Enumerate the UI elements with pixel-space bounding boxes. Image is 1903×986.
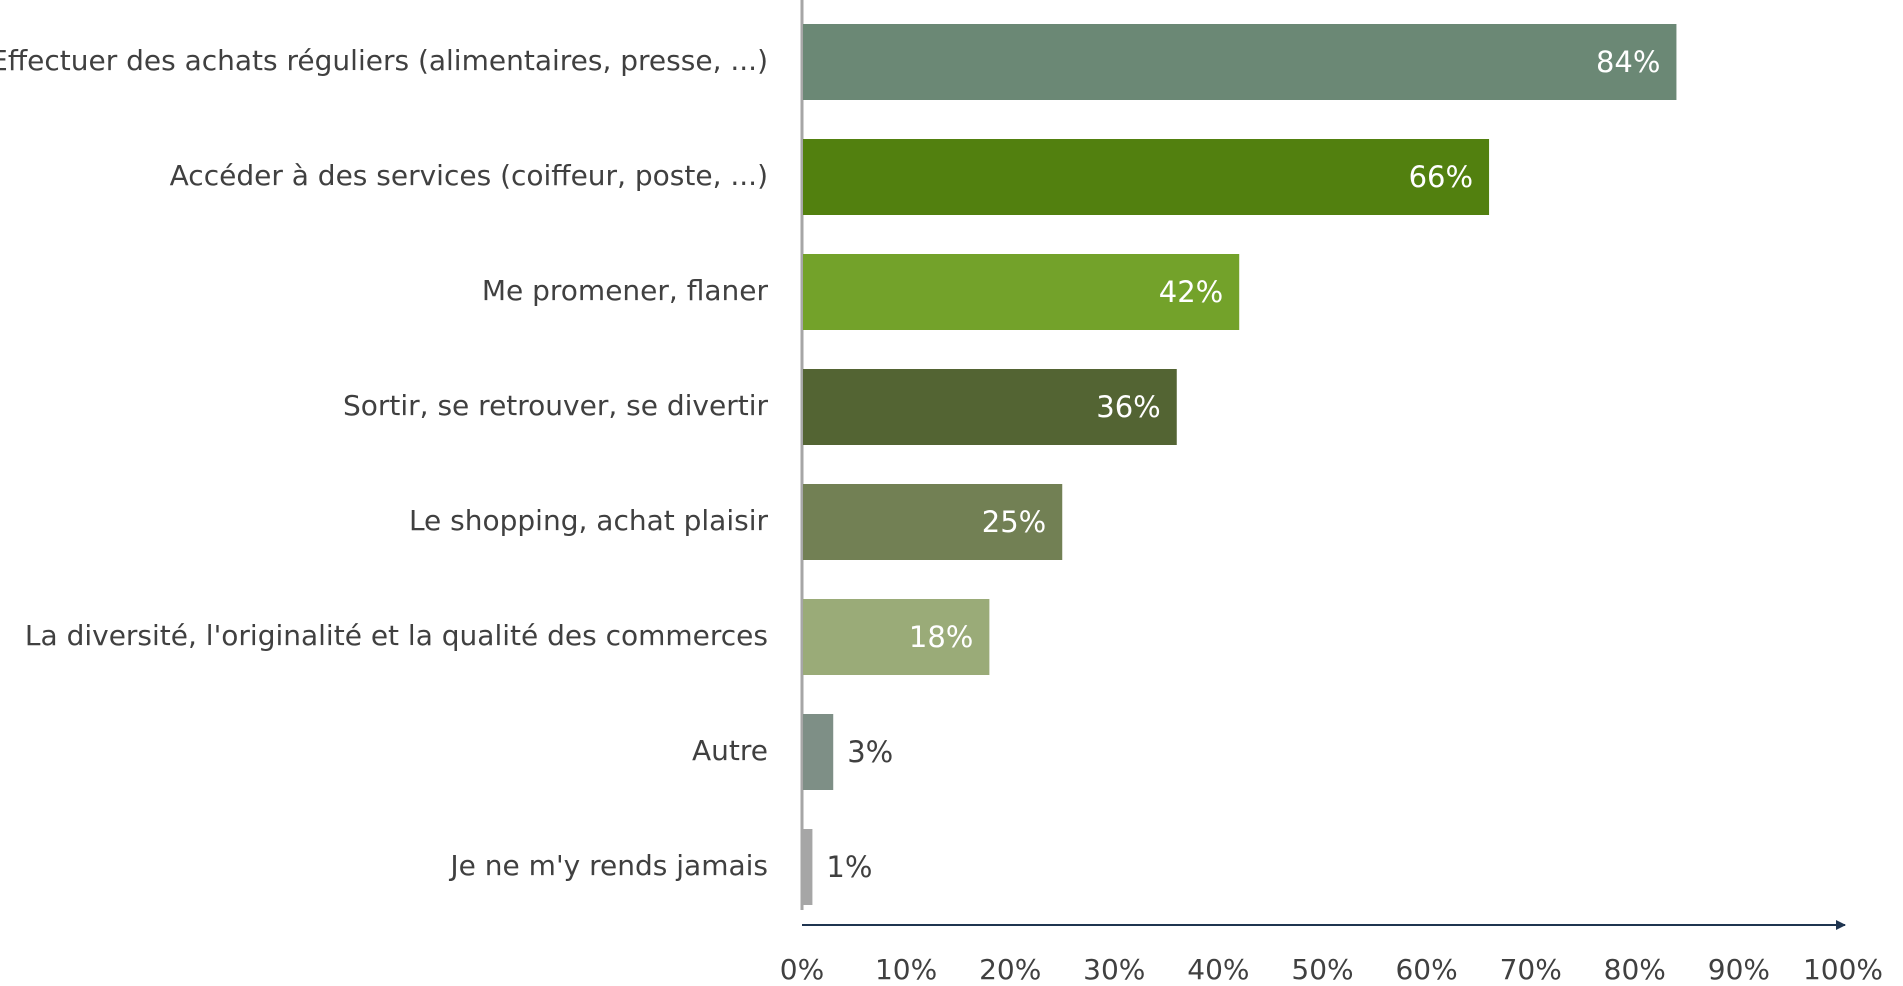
bar <box>803 829 813 905</box>
value-label: 25% <box>982 505 1046 539</box>
category-label: La diversité, l'originalité et la qualit… <box>25 619 768 652</box>
bar <box>803 484 1063 560</box>
value-label: 1% <box>826 850 872 884</box>
category-label: Accéder à des services (coiffeur, poste,… <box>170 159 768 192</box>
x-tick-label: 0% <box>780 953 824 986</box>
category-label: Je ne m'y rends jamais <box>448 849 768 882</box>
category-label: Me promener, flaner <box>482 274 769 307</box>
x-tick-label: 40% <box>1187 953 1249 986</box>
category-label: Sortir, se retrouver, se divertir <box>343 389 769 422</box>
value-label: 3% <box>847 735 893 769</box>
bar <box>803 369 1177 445</box>
bar <box>803 714 834 790</box>
value-label: 42% <box>1159 275 1223 309</box>
x-tick-label: 70% <box>1500 953 1562 986</box>
value-label: 36% <box>1096 390 1160 424</box>
x-tick-label: 50% <box>1291 953 1353 986</box>
category-label: Autre <box>692 734 768 767</box>
x-tick-label: 90% <box>1708 953 1770 986</box>
bar <box>803 24 1677 100</box>
bar <box>803 139 1490 215</box>
value-label: 84% <box>1596 45 1660 79</box>
x-tick-label: 100% <box>1803 953 1883 986</box>
x-tick-label: 30% <box>1083 953 1145 986</box>
x-tick-label: 80% <box>1604 953 1666 986</box>
x-tick-label: 60% <box>1395 953 1457 986</box>
bar <box>803 599 990 675</box>
value-label: 66% <box>1409 160 1473 194</box>
x-tick-label: 10% <box>875 953 937 986</box>
x-tick-label: 20% <box>979 953 1041 986</box>
category-label: Le shopping, achat plaisir <box>409 504 769 537</box>
value-label: 18% <box>909 620 973 654</box>
bar <box>803 254 1240 330</box>
category-label: Effectuer des achats réguliers (alimenta… <box>0 44 768 77</box>
